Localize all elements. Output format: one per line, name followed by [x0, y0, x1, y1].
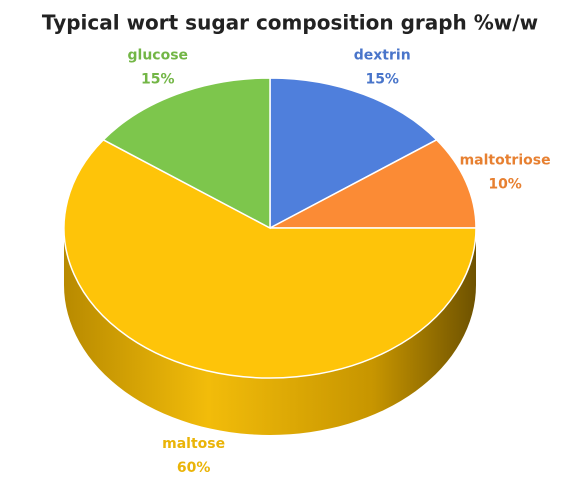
pie-slice	[102, 77, 271, 230]
pie-side	[64, 228, 476, 435]
value-label: 15%	[365, 72, 399, 88]
value-label: 60%	[177, 460, 211, 476]
pie-slice	[63, 138, 477, 379]
chart-title: Typical wort sugar composition graph %w/…	[42, 11, 538, 35]
category-label: maltose	[162, 436, 225, 452]
value-label: 10%	[488, 176, 522, 192]
pie-slice	[269, 138, 477, 229]
category-label: glucose	[128, 48, 189, 64]
category-label: dextrin	[354, 48, 411, 64]
value-label: 15%	[141, 72, 175, 88]
pie-slice	[269, 77, 438, 230]
category-label: maltotriose	[460, 152, 551, 168]
